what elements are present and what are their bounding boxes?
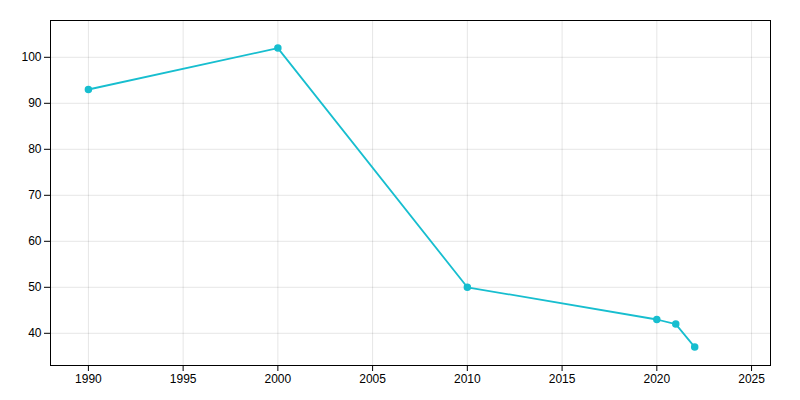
svg-text:90: 90 [28,96,42,110]
svg-text:2015: 2015 [549,372,576,386]
svg-text:60: 60 [28,234,42,248]
svg-text:40: 40 [28,326,42,340]
svg-text:70: 70 [28,188,42,202]
svg-text:80: 80 [28,142,42,156]
svg-text:2025: 2025 [738,372,765,386]
svg-text:100: 100 [21,50,41,64]
svg-text:1995: 1995 [170,372,197,386]
svg-text:2020: 2020 [643,372,670,386]
svg-text:2000: 2000 [265,372,292,386]
svg-text:1990: 1990 [75,372,102,386]
svg-text:2010: 2010 [454,372,481,386]
svg-text:2005: 2005 [359,372,386,386]
svg-text:50: 50 [28,280,42,294]
